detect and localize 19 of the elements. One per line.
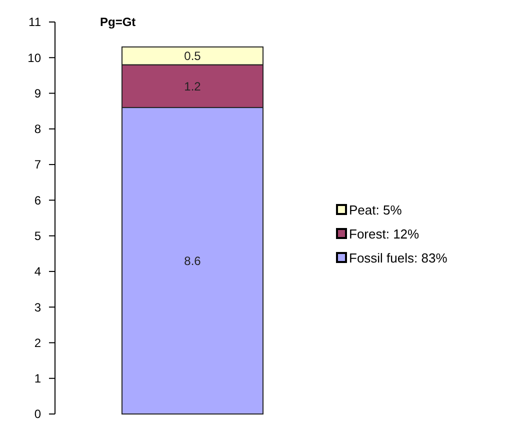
legend-label: Forest: 12% [349, 226, 420, 242]
y-tick-label: 4 [34, 264, 42, 279]
data-label: 1.2 [184, 79, 202, 94]
y-tick-label: 1 [34, 372, 42, 386]
y-tick-label: 10 [28, 50, 42, 65]
y-tick-label: 2 [34, 336, 42, 350]
y-tick-label: 0 [34, 407, 42, 422]
data-label: 0.5 [184, 49, 202, 64]
y-axis-title: Pg=Gt [100, 15, 136, 30]
y-tick-label: 8 [34, 122, 42, 136]
legend-label: Peat: 5% [349, 202, 402, 218]
y-tick-label: 7 [34, 158, 42, 172]
y-tick-label: 9 [34, 86, 42, 100]
y-tick-label: 11 [28, 15, 42, 30]
data-label: 8.6 [184, 254, 202, 268]
y-tick-label: 5 [34, 229, 42, 244]
y-tick-label: 6 [34, 193, 42, 208]
y-tick-label: 3 [34, 300, 42, 314]
text: Fossil fuels: 83% [349, 250, 448, 266]
